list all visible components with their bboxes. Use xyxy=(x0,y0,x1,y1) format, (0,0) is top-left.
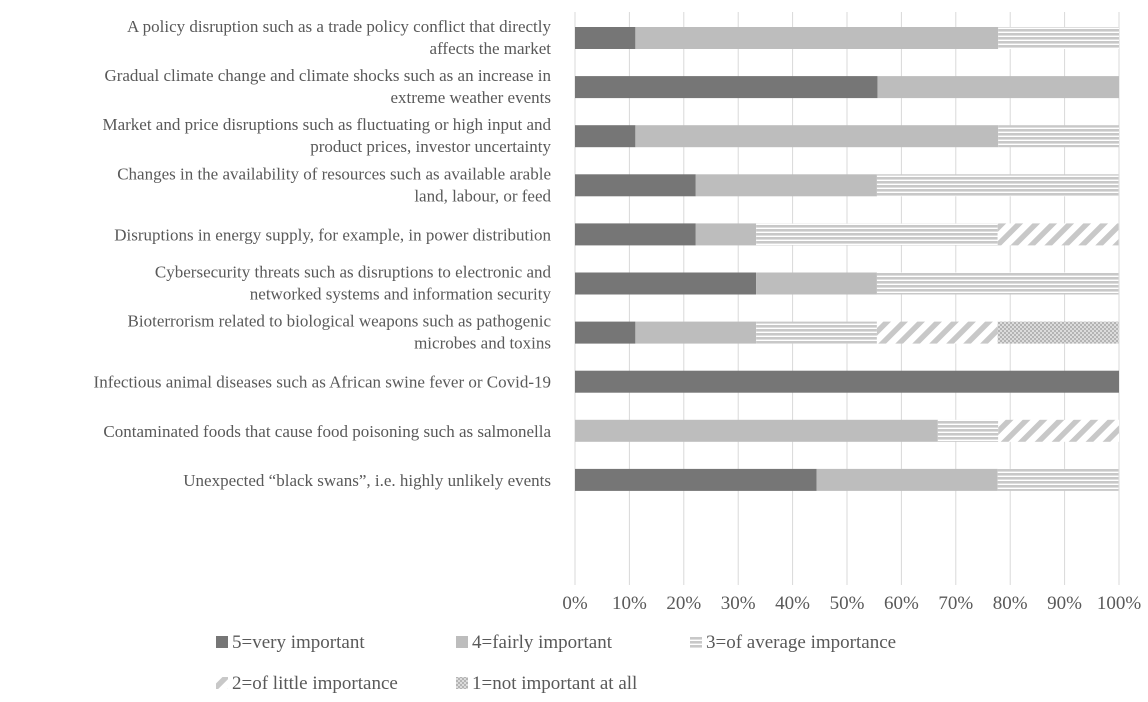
category-label-line: Disruptions in energy supply, for exampl… xyxy=(114,225,551,244)
x-tick-label: 30% xyxy=(721,593,756,614)
x-tick-label: 90% xyxy=(1047,593,1082,614)
bar-segment-3 xyxy=(756,223,998,246)
category-label: Gradual climate change and climate shock… xyxy=(104,66,551,107)
bar-segment-2 xyxy=(635,321,757,344)
x-tick-label: 0% xyxy=(562,593,588,614)
legend-swatch xyxy=(456,636,468,648)
category-label-line: Market and price disruptions such as flu… xyxy=(102,115,551,134)
bar-segment-1 xyxy=(575,76,878,99)
category-label: Cybersecurity threats such as disruption… xyxy=(155,263,552,304)
bar-segment-4 xyxy=(997,223,1119,246)
legend-swatch xyxy=(456,677,468,689)
bar-segment-3 xyxy=(876,174,1119,197)
category-label: Disruptions in energy supply, for exampl… xyxy=(114,225,551,244)
legend-label: 5=very important xyxy=(232,632,365,653)
category-label-line: networked systems and information securi… xyxy=(250,285,552,304)
category-label: Contaminated foods that cause food poiso… xyxy=(103,422,551,441)
category-label: Unexpected “black swans”, i.e. highly un… xyxy=(183,471,551,490)
category-label-line: product prices, investor uncertainty xyxy=(310,137,551,156)
bar-segment-3 xyxy=(876,272,1119,295)
category-label-line: Cybersecurity threats such as disruption… xyxy=(155,263,552,282)
x-tick-label: 80% xyxy=(993,593,1028,614)
x-tick-label: 100% xyxy=(1097,593,1142,614)
bar-segment-2 xyxy=(877,76,1119,99)
category-label-line: Infectious animal diseases such as Afric… xyxy=(94,373,551,392)
bar-segment-1 xyxy=(575,272,757,295)
category-label-line: Changes in the availability of resources… xyxy=(117,164,551,183)
x-tick-label: 70% xyxy=(938,593,973,614)
legend-label: 2=of little importance xyxy=(232,673,398,694)
legend-label: 3=of average importance xyxy=(706,632,896,653)
bar-segment-3 xyxy=(997,468,1119,491)
category-label: Market and price disruptions such as flu… xyxy=(102,115,551,156)
bar-segment-2 xyxy=(695,174,877,197)
legend: 5=very important 4=fairly important 3=of a… xyxy=(216,632,896,694)
bar-segment-1 xyxy=(575,27,636,49)
bar-segment-2 xyxy=(575,419,938,442)
bars xyxy=(575,27,1119,491)
bar-segment-2 xyxy=(635,125,999,148)
bar-segment-5 xyxy=(997,321,1119,344)
category-label: Infectious animal diseases such as Afric… xyxy=(94,373,551,392)
bar-segment-2 xyxy=(756,272,877,295)
bar-segment-1 xyxy=(575,321,636,344)
bar-segment-3 xyxy=(998,125,1119,148)
x-axis-tick-labels: 0% 10% 20% 30% 40% 50% 60% 70% 80% 90% 100% xyxy=(562,593,1141,614)
category-label-line: affects the market xyxy=(430,39,552,58)
bar-segment-3 xyxy=(998,27,1119,49)
legend-swatch xyxy=(216,636,228,648)
bar-segment-1 xyxy=(575,468,817,491)
bar-segment-1 xyxy=(575,125,636,148)
category-label-line: Bioterrorism related to biological weapo… xyxy=(128,312,552,331)
bar-segment-2 xyxy=(816,468,998,491)
category-label-line: Gradual climate change and climate shock… xyxy=(104,66,551,85)
bar-segment-3 xyxy=(937,419,999,442)
category-label-line: Unexpected “black swans”, i.e. highly un… xyxy=(183,471,551,490)
x-tick-label: 20% xyxy=(666,593,701,614)
x-tick-label: 60% xyxy=(884,593,919,614)
category-label: Changes in the availability of resources… xyxy=(117,164,551,205)
category-label-line: extreme weather events xyxy=(391,88,551,107)
legend-label: 4=fairly important xyxy=(472,632,613,653)
category-label-line: A policy disruption such as a trade poli… xyxy=(127,17,551,36)
bar-segment-3 xyxy=(756,321,877,344)
legend-label: 1=not important at all xyxy=(472,673,637,694)
category-label-line: land, labour, or feed xyxy=(414,186,551,205)
category-label-line: Contaminated foods that cause food poiso… xyxy=(103,422,551,441)
category-label: A policy disruption such as a trade poli… xyxy=(127,17,551,58)
bar-segment-2 xyxy=(635,27,999,49)
bar-segment-1 xyxy=(575,370,1119,393)
bar-segment-2 xyxy=(695,223,757,246)
category-label: Bioterrorism related to biological weapo… xyxy=(128,312,552,353)
legend-swatch xyxy=(690,636,702,648)
x-tick-label: 10% xyxy=(612,593,647,614)
bar-segment-1 xyxy=(575,174,696,197)
bar-segment-4 xyxy=(876,321,998,344)
bar-segment-4 xyxy=(998,419,1119,442)
x-tick-label: 50% xyxy=(830,593,865,614)
bar-segment-1 xyxy=(575,223,696,246)
category-labels: A policy disruption such as a trade poli… xyxy=(94,17,552,490)
x-tick-label: 40% xyxy=(775,593,810,614)
category-label-line: microbes and toxins xyxy=(414,334,551,353)
legend-swatch xyxy=(216,677,228,689)
